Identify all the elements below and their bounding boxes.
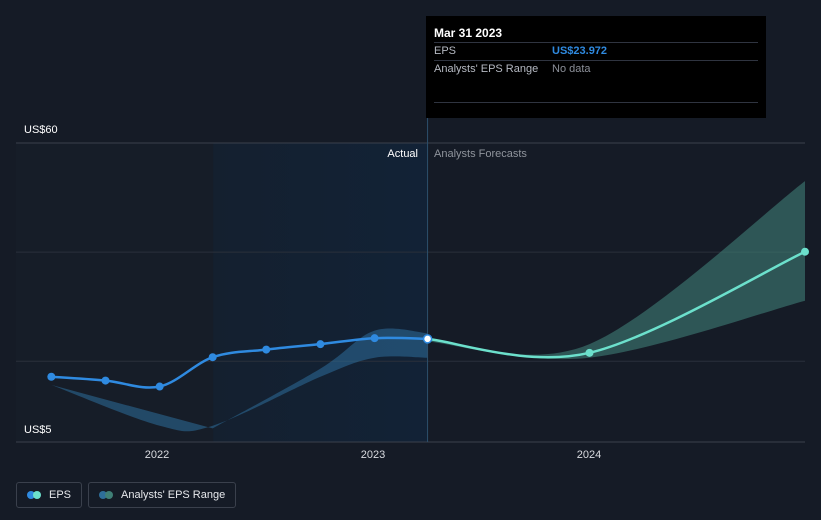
actual-section-label: Actual — [387, 148, 418, 160]
eps-point-actual-7 — [422, 334, 433, 344]
tooltip-range-label: Analysts' EPS Range — [434, 63, 539, 75]
range-swatch-dot-forecast — [105, 491, 114, 499]
actual-highlight-band — [213, 143, 428, 442]
legend-item-eps[interactable]: EPS — [16, 482, 83, 508]
range-swatch-dot-actual — [99, 491, 108, 499]
eps-line-forecast — [426, 250, 807, 359]
eps-line-actual — [50, 336, 429, 389]
eps-point-actual-6 — [370, 334, 379, 343]
eps-point-actual-4 — [262, 345, 271, 354]
tooltip-row-eps: EPS US$23.972 — [434, 42, 758, 60]
range-band-forecast — [427, 181, 805, 360]
tooltip-date: Mar 31 2023 — [434, 26, 503, 40]
x-tick-label-2023: 2023 — [360, 449, 386, 461]
eps-point-actual-0 — [47, 372, 56, 381]
tooltip-eps-value: US$23.972 — [552, 45, 608, 57]
tooltip-range-value: No data — [552, 63, 591, 75]
x-tick-label-2024: 2024 — [576, 449, 602, 461]
eps-swatch-dot-forecast — [33, 491, 41, 499]
y-tick-label-bottom: US$5 — [24, 424, 52, 436]
eps-swatch-icon — [27, 491, 41, 499]
eps-point-actual-5 — [316, 340, 325, 349]
legend-range-label: Analysts' EPS Range — [121, 489, 226, 501]
forecast-section-label: Analysts Forecasts — [434, 148, 527, 160]
eps-point-forecast-1 — [585, 348, 594, 357]
eps-swatch-dot-actual — [27, 491, 35, 499]
x-tick-label-2022: 2022 — [144, 449, 170, 461]
eps-point-actual-3 — [208, 353, 217, 362]
tooltip: Mar 31 2023 EPS US$23.972 Analysts' EPS … — [426, 16, 766, 118]
tooltip-eps-label: EPS — [434, 45, 457, 57]
tooltip-divider — [434, 102, 758, 103]
eps-point-actual-1 — [101, 376, 110, 385]
eps-point-actual-2 — [155, 382, 164, 391]
legend: EPS Analysts' EPS Range — [16, 482, 237, 508]
tooltip-row-range: Analysts' EPS Range No data — [434, 60, 758, 78]
past-region-shade — [16, 143, 214, 442]
y-tick-label-top: US$60 — [24, 124, 58, 136]
range-swatch-icon — [99, 491, 114, 499]
legend-eps-label: EPS — [49, 489, 72, 501]
legend-item-range[interactable]: Analysts' EPS Range — [88, 482, 237, 508]
eps-point-forecast-2 — [801, 247, 809, 256]
